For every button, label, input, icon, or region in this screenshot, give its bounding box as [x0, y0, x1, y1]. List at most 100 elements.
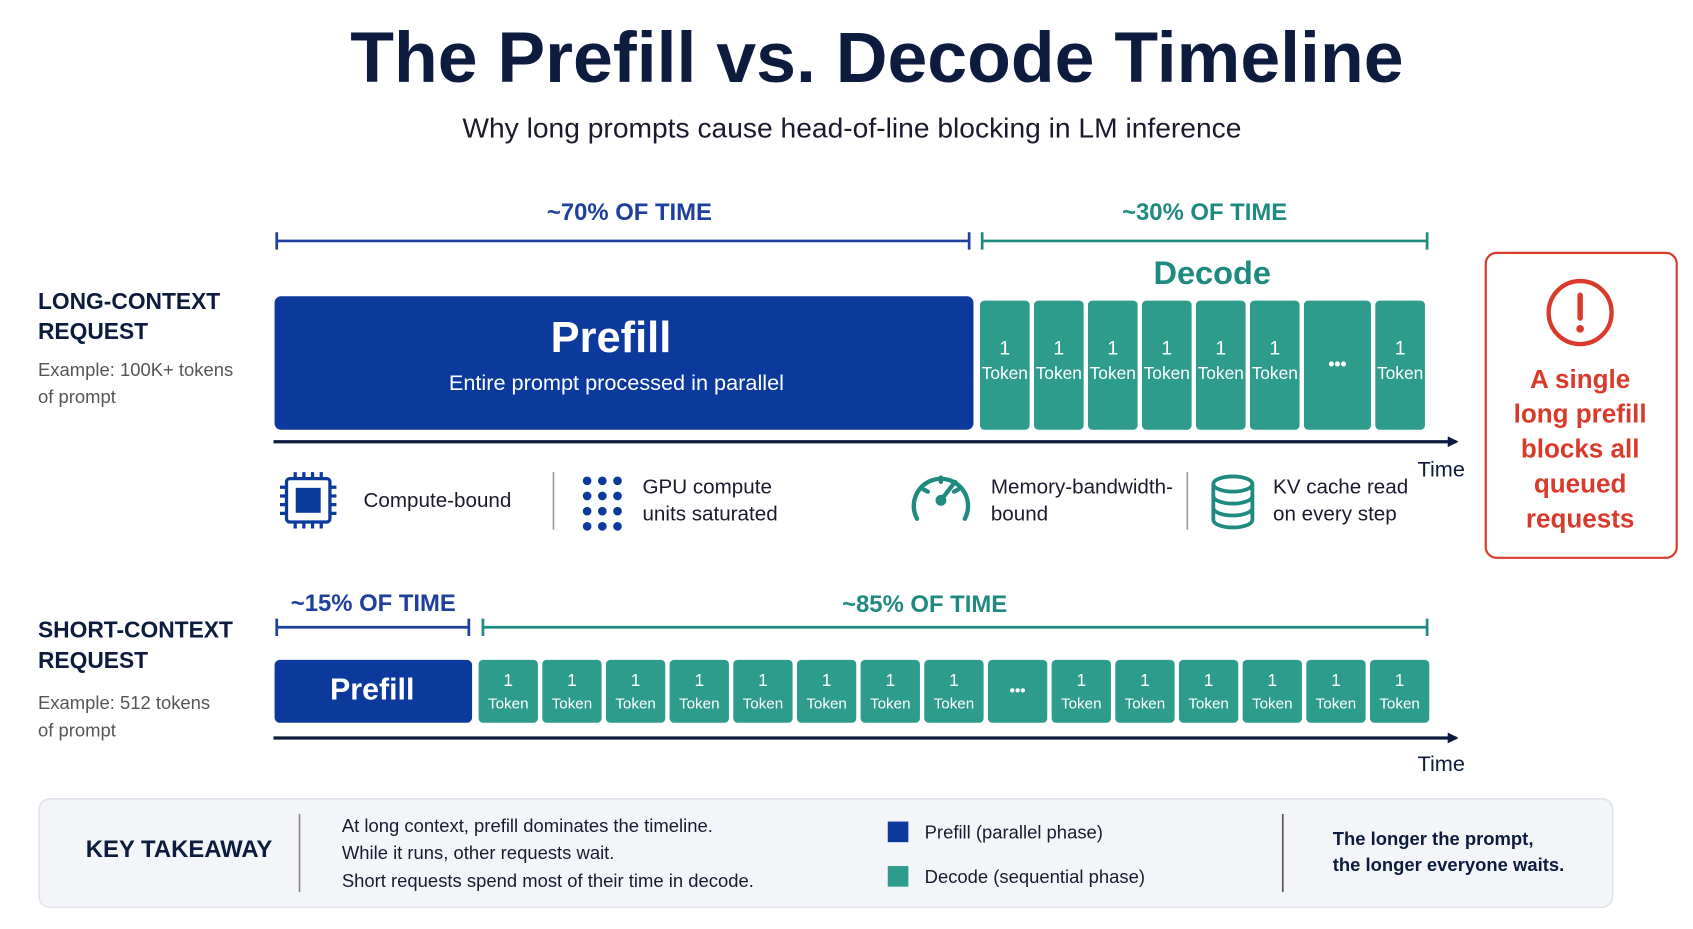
token-block [1087, 300, 1138, 430]
token-block [1178, 659, 1239, 723]
token-count: 1 [885, 670, 895, 690]
trait-text: KV cache read [1273, 475, 1408, 498]
token-block [796, 659, 857, 723]
prefill-share: ~70% OF TIME [547, 199, 712, 226]
row-example: of prompt [38, 386, 116, 407]
prefill-caption: Entire prompt processed in parallel [449, 370, 784, 395]
trait-text: Compute-bound [364, 489, 512, 512]
token-count: 1 [822, 670, 832, 690]
warning-box [1484, 251, 1678, 559]
token-unit: Token [1090, 363, 1136, 383]
token-ellipsis: ••• [1010, 682, 1026, 699]
token-block [1141, 300, 1192, 430]
warning-text: queued [1534, 469, 1627, 499]
token-count: 1 [1107, 338, 1118, 360]
takeaway-panel [38, 797, 1614, 909]
token-block [669, 659, 729, 723]
token-unit: Token [679, 695, 720, 712]
trait-text: Memory-bandwidth- [991, 475, 1173, 498]
token-block [542, 659, 602, 723]
token-count: 1 [1215, 338, 1226, 360]
token-count: 1 [694, 670, 704, 690]
token-unit: Token [488, 695, 529, 712]
token-count: 1 [999, 338, 1010, 360]
decode-share: ~85% OF TIME [842, 591, 1007, 618]
token-block [1375, 300, 1425, 430]
subtitle: Why long prompts cause head-of-line bloc… [462, 112, 1241, 144]
token-block [987, 659, 1048, 723]
decode-share: ~30% OF TIME [1122, 199, 1287, 226]
token-unit: Token [1252, 695, 1293, 712]
token-block [1303, 300, 1371, 430]
token-unit: Token [1316, 695, 1357, 712]
token-block [1249, 300, 1300, 430]
trait-text: bound [991, 502, 1048, 525]
gauge-icon [911, 475, 971, 521]
token-unit: Token [806, 695, 847, 712]
chip-icon [279, 472, 337, 529]
bracket [481, 618, 1429, 636]
legend-label: Decode (sequential phase) [925, 866, 1145, 887]
row-example: Example: 512 tokens [38, 692, 210, 713]
conclusion: the longer everyone waits. [1333, 854, 1565, 875]
takeaway-line: While it runs, other requests wait. [342, 842, 615, 863]
prefill-block [274, 296, 974, 430]
legend-swatch [887, 821, 909, 843]
token-unit: Token [1061, 695, 1102, 712]
token-count: 1 [503, 670, 513, 690]
axis-label: Time [1418, 751, 1465, 776]
takeaway-line: Short requests spend most of their time … [342, 870, 754, 891]
warning-text: long prefill [1514, 399, 1647, 429]
token-count: 1 [1395, 670, 1405, 690]
token-count: 1 [949, 670, 959, 690]
prefill-share: ~15% OF TIME [291, 590, 456, 617]
warning-text: requests [1526, 504, 1635, 534]
token-count: 1 [1053, 338, 1064, 360]
token-block [1195, 300, 1246, 430]
token-unit: Token [1379, 695, 1420, 712]
database-icon [1211, 474, 1255, 530]
prefill-block [274, 659, 473, 723]
token-block [860, 659, 920, 723]
token-unit: Token [615, 695, 656, 712]
row-label: SHORT-CONTEXT [38, 617, 233, 643]
token-count: 1 [1161, 338, 1172, 360]
trait-text: on every step [1273, 502, 1397, 525]
row-example: Example: 100K+ tokens [38, 359, 233, 380]
token-count: 1 [567, 670, 577, 690]
prefill-title: Prefill [330, 672, 414, 706]
token-unit: Token [1125, 695, 1166, 712]
token-count: 1 [758, 670, 768, 690]
token-unit: Token [1377, 363, 1423, 383]
legend-label: Prefill (parallel phase) [925, 821, 1103, 842]
token-unit: Token [1036, 363, 1082, 383]
token-block [1306, 659, 1366, 723]
token-block [1115, 659, 1175, 723]
title: The Prefill vs. Decode Timeline [350, 18, 1403, 98]
row-label: REQUEST [38, 647, 148, 673]
bracket [980, 232, 1429, 250]
token-block [478, 659, 538, 723]
token-unit: Token [1188, 695, 1229, 712]
decode-title: Decode [1153, 255, 1271, 291]
token-block [1369, 659, 1430, 723]
token-count: 1 [1140, 670, 1150, 690]
token-block [605, 659, 666, 723]
token-unit: Token [934, 695, 975, 712]
token-count: 1 [1269, 338, 1280, 360]
token-unit: Token [1198, 363, 1244, 383]
token-unit: Token [1144, 363, 1190, 383]
conclusion: The longer the prompt, [1333, 828, 1534, 849]
token-count: 1 [1267, 670, 1277, 690]
token-count: 1 [631, 670, 641, 690]
token-count: 1 [1204, 670, 1214, 690]
token-count: 1 [1331, 670, 1341, 690]
trait-text: GPU compute [642, 475, 771, 498]
token-block [1242, 659, 1302, 723]
token-unit: Token [1252, 363, 1298, 383]
row-example: of prompt [38, 719, 116, 740]
token-block [733, 659, 793, 723]
takeaway-title: KEY TAKEAWAY [86, 836, 273, 863]
